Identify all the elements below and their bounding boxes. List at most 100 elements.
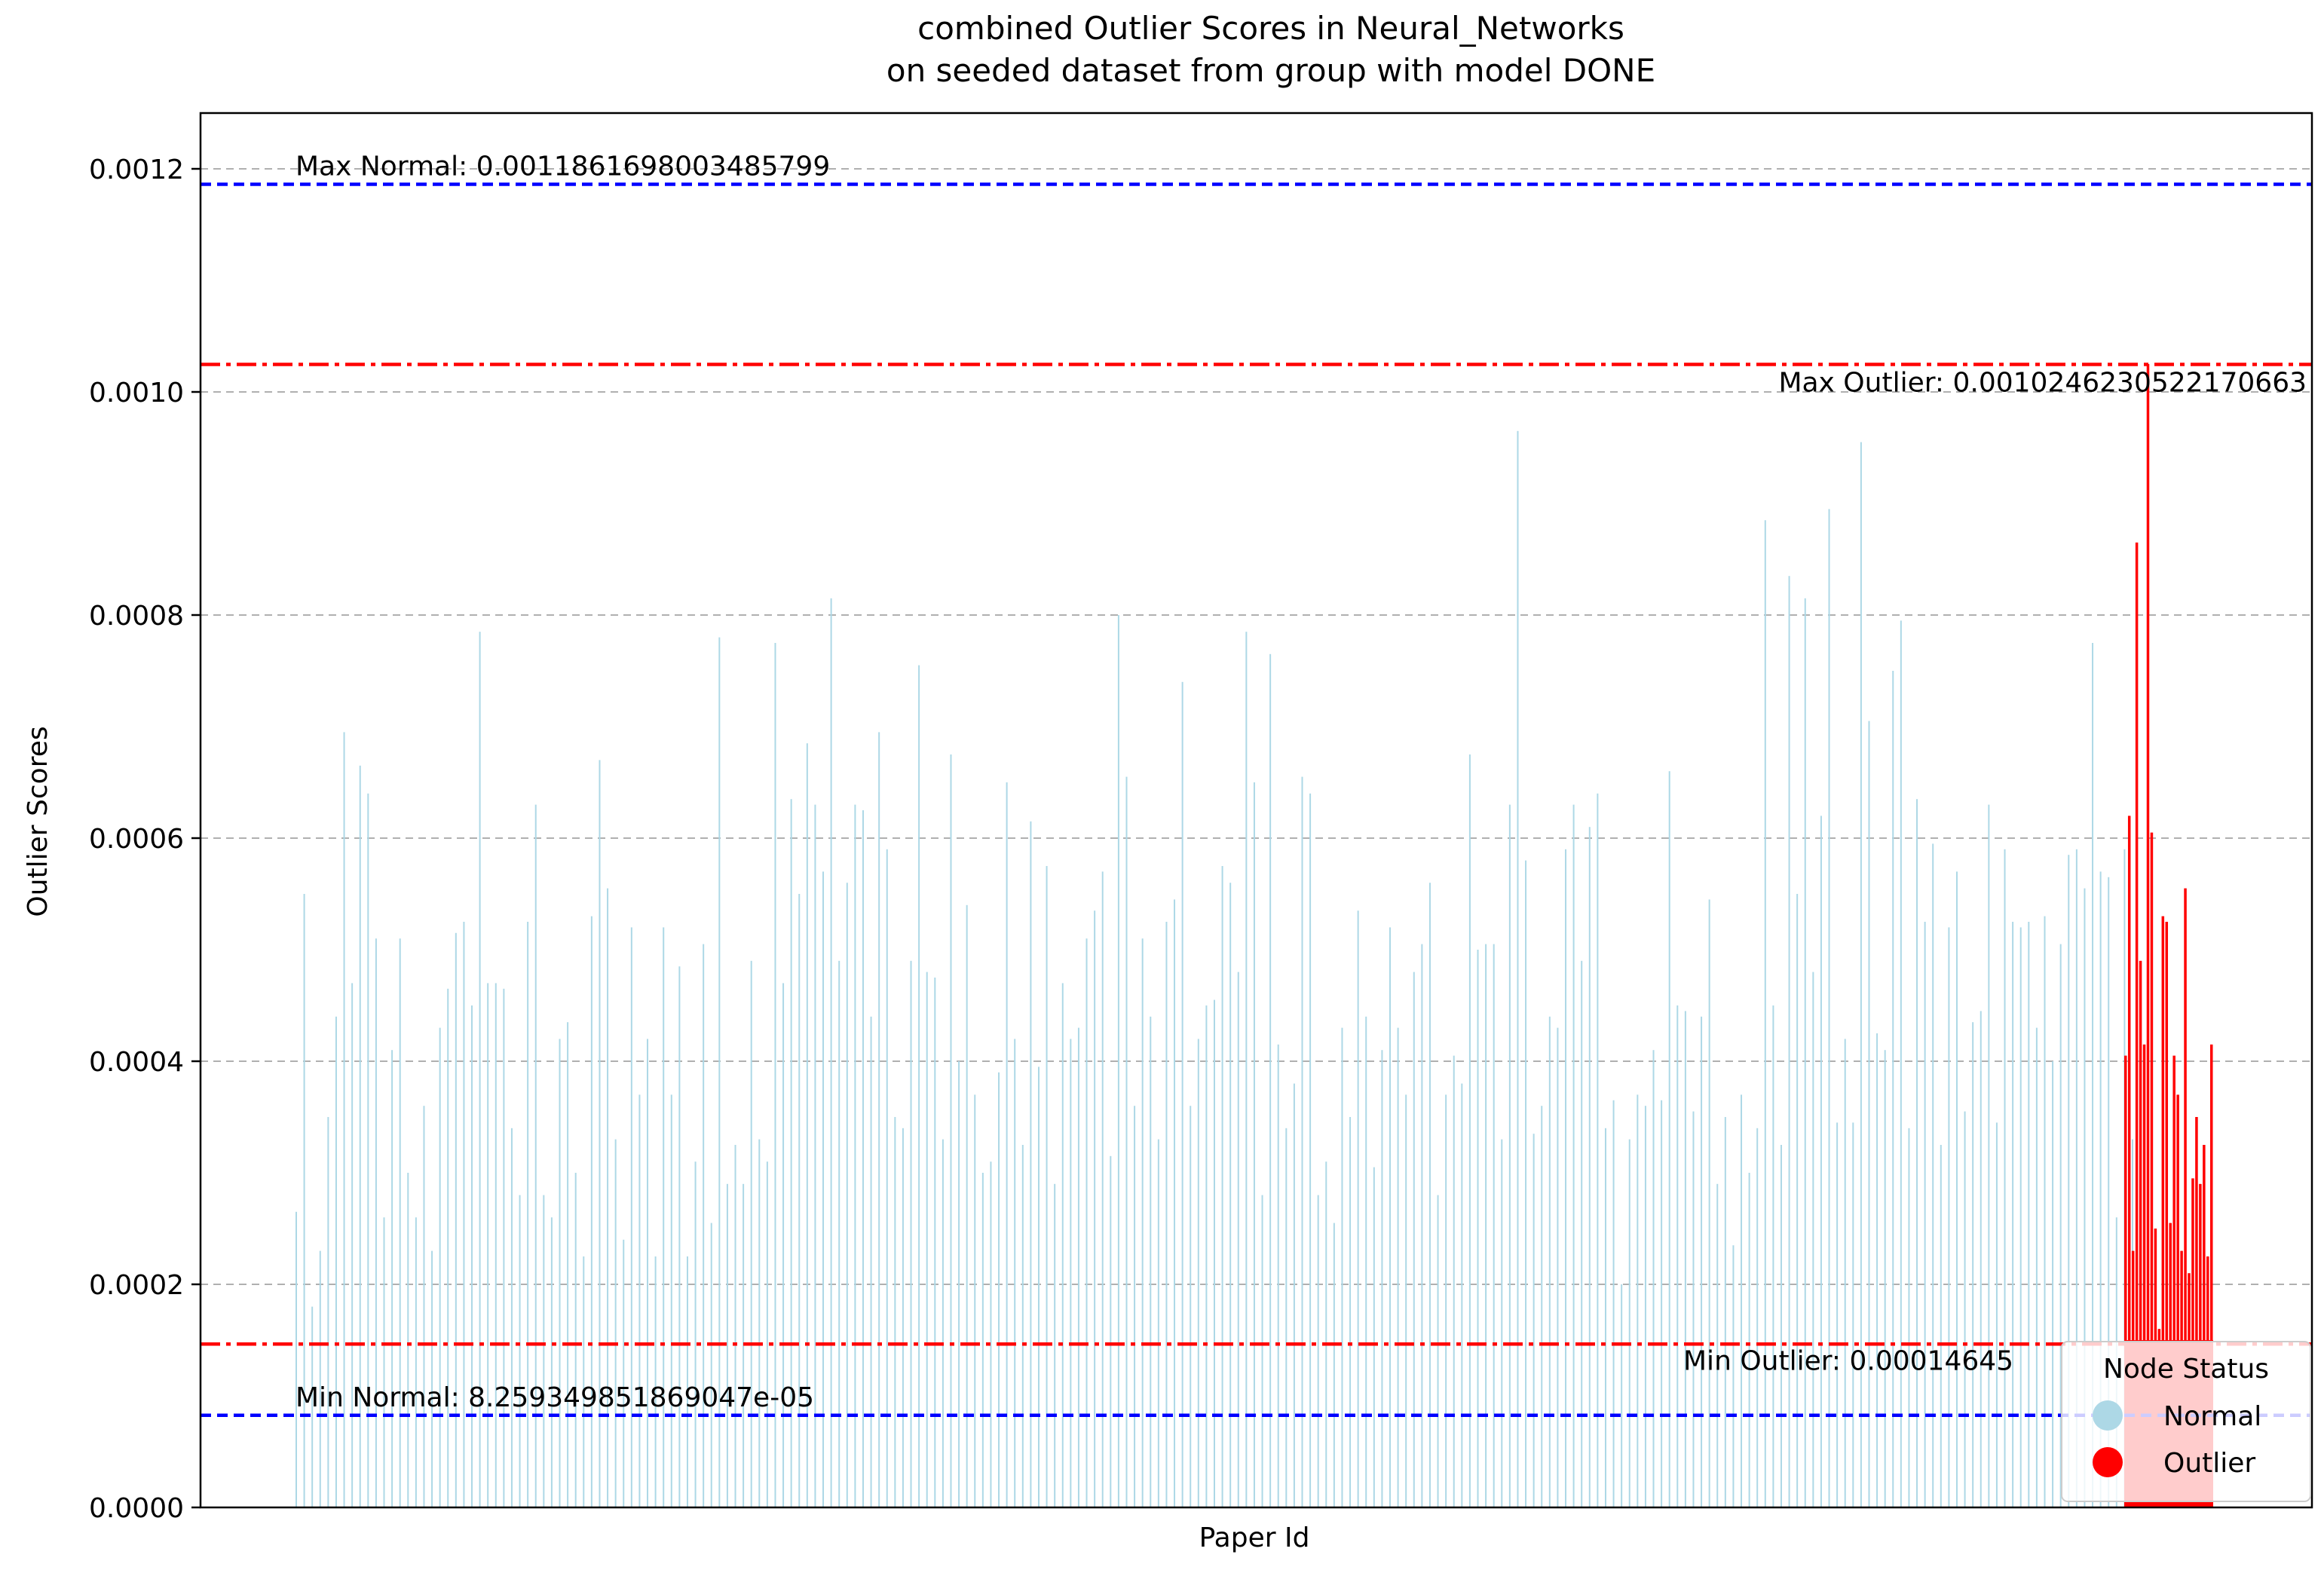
bar-normal bbox=[1437, 1195, 1439, 1507]
bar-normal bbox=[367, 793, 369, 1507]
bar-normal bbox=[1764, 520, 1766, 1508]
bar-normal bbox=[654, 1256, 657, 1507]
bar-normal bbox=[1269, 653, 1272, 1507]
bar-normal bbox=[950, 754, 952, 1507]
bar-normal bbox=[1812, 972, 1814, 1507]
bar-normal bbox=[726, 1183, 728, 1507]
bar-normal bbox=[1980, 1011, 1982, 1507]
bar-normal bbox=[1628, 1139, 1630, 1507]
y-tick-label: 0.0004 bbox=[89, 1047, 184, 1078]
bar-normal bbox=[1085, 938, 1088, 1507]
bar-normal bbox=[1892, 671, 1894, 1507]
bar-normal bbox=[399, 938, 401, 1507]
bar-outlier bbox=[2210, 1044, 2213, 1507]
bar-normal bbox=[303, 894, 305, 1507]
bar-normal bbox=[431, 1250, 433, 1507]
bar-normal bbox=[694, 1161, 697, 1507]
bar-outlier bbox=[2172, 1055, 2175, 1507]
bar-normal bbox=[1612, 1100, 1615, 1507]
bar-normal bbox=[1532, 1134, 1535, 1507]
bar-normal bbox=[1517, 430, 1519, 1507]
bar-normal bbox=[2028, 922, 2030, 1507]
bar-normal bbox=[1397, 1027, 1399, 1507]
bar-normal bbox=[567, 1022, 569, 1507]
bar-normal bbox=[463, 922, 465, 1507]
bar-normal bbox=[1844, 1039, 1846, 1507]
bar-normal bbox=[958, 1061, 960, 1507]
bar-normal bbox=[1054, 1183, 1056, 1507]
bar-normal bbox=[1317, 1195, 1319, 1507]
bar-normal bbox=[1141, 938, 1144, 1507]
bar-normal bbox=[2035, 1027, 2038, 1507]
bar-normal bbox=[1094, 910, 1096, 1507]
legend-label-outlier: Outlier bbox=[2163, 1448, 2255, 1479]
bar-normal bbox=[998, 1072, 1000, 1507]
bar-normal bbox=[359, 765, 361, 1507]
bar-normal bbox=[495, 983, 497, 1507]
bar-normal bbox=[1652, 1050, 1655, 1507]
bar-normal bbox=[319, 1250, 321, 1507]
bar-normal bbox=[1381, 1050, 1383, 1507]
bar-normal bbox=[854, 804, 856, 1507]
bar-normal bbox=[1955, 871, 1958, 1507]
bar-normal bbox=[1908, 1128, 1910, 1507]
bar-normal bbox=[1461, 1083, 1463, 1507]
bar-normal bbox=[1214, 999, 1215, 1507]
y-tick-label: 0.0000 bbox=[89, 1493, 184, 1524]
bar-normal bbox=[1117, 615, 1119, 1507]
bar-normal bbox=[1165, 922, 1168, 1507]
bar-normal bbox=[351, 983, 354, 1507]
bar-normal bbox=[1644, 1106, 1646, 1507]
bar-outlier bbox=[2176, 1094, 2179, 1507]
bar-normal bbox=[990, 1161, 992, 1507]
bar-normal bbox=[559, 1039, 561, 1507]
bar-normal bbox=[1333, 1223, 1335, 1507]
bar-normal bbox=[1453, 1055, 1455, 1507]
bar-normal bbox=[750, 960, 752, 1507]
bar-normal bbox=[1373, 1167, 1375, 1507]
bar-normal bbox=[574, 1173, 577, 1507]
bar-normal bbox=[1716, 1183, 1719, 1507]
bar-normal bbox=[1557, 1027, 1559, 1507]
bar-normal bbox=[830, 598, 832, 1507]
bar-normal bbox=[670, 1094, 672, 1507]
bar-normal bbox=[1349, 1117, 1352, 1507]
bar-normal bbox=[1006, 782, 1008, 1507]
bar-normal bbox=[1692, 1111, 1695, 1507]
bar-normal bbox=[1014, 1039, 1016, 1507]
bar-normal bbox=[1061, 983, 1064, 1507]
bar-normal bbox=[1301, 776, 1303, 1507]
bar-normal bbox=[327, 1117, 329, 1507]
bar-outlier bbox=[2184, 888, 2187, 1507]
bar-normal bbox=[415, 1217, 417, 1507]
bar-normal bbox=[910, 960, 912, 1507]
bar-normal bbox=[2052, 1061, 2054, 1507]
bar-normal bbox=[1190, 1106, 1192, 1507]
min-normal-label: Min Normal: 8.259349851869047e-05 bbox=[295, 1382, 814, 1413]
bar-normal bbox=[1741, 1094, 1743, 1507]
bar-normal bbox=[1245, 632, 1248, 1508]
bar-normal bbox=[1501, 1139, 1503, 1507]
bar-normal bbox=[2059, 944, 2062, 1507]
bar-normal bbox=[1174, 899, 1176, 1507]
bar-normal bbox=[1293, 1083, 1295, 1507]
bar-normal bbox=[1413, 972, 1415, 1507]
bar-normal bbox=[1030, 821, 1032, 1507]
chart-title-line-2: on seeded dataset from group with model … bbox=[886, 52, 1655, 89]
bar-normal bbox=[1101, 871, 1104, 1507]
bar-normal bbox=[1724, 1117, 1726, 1507]
bar-normal bbox=[663, 927, 665, 1507]
bar-normal bbox=[1485, 944, 1487, 1507]
bar-normal bbox=[527, 922, 529, 1507]
bar-normal bbox=[623, 1239, 625, 1507]
bar-normal bbox=[439, 1027, 441, 1507]
bar-normal bbox=[686, 1256, 688, 1507]
bar-normal bbox=[1405, 1094, 1407, 1507]
bar-normal bbox=[503, 988, 505, 1507]
bar-normal bbox=[846, 883, 848, 1507]
bar-normal bbox=[1277, 1044, 1279, 1507]
bar-normal bbox=[1021, 1145, 1024, 1507]
bar-normal bbox=[1788, 576, 1790, 1508]
bar-normal bbox=[1221, 866, 1223, 1507]
